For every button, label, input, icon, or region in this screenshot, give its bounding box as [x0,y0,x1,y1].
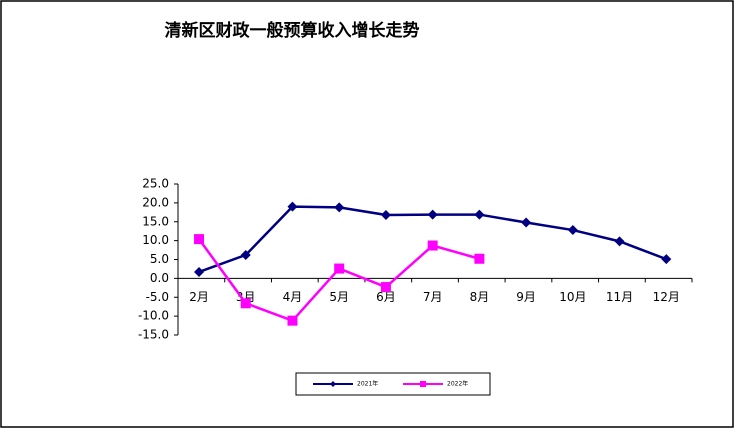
x-tick-label: 6月 [376,290,396,304]
x-tick-label: 4月 [283,290,303,304]
marker [380,282,391,293]
y-tick-label: 15.0 [142,214,169,228]
marker [380,209,391,220]
marker [334,263,345,274]
legend-label: 2022年 [447,380,468,388]
y-tick-label: 5.0 [150,252,169,266]
x-tick-label: 7月 [423,290,443,304]
marker [240,249,251,260]
marker [334,202,345,213]
y-tick-label: 20.0 [142,195,169,209]
marker [287,201,298,212]
marker [567,225,578,236]
x-tick-label: 12月 [653,290,680,304]
marker [427,240,438,251]
x-tick-label: 9月 [516,290,536,304]
legend-marker [330,381,336,387]
marker [240,298,251,309]
chart-title: 清新区财政一般预算收入增长走势 [165,20,420,41]
y-tick-label: -5.0 [146,290,169,304]
marker [661,254,672,265]
x-tick-label: 10月 [559,290,586,304]
y-tick-label: 0.0 [150,271,169,285]
x-tick-label: 2月 [189,290,209,304]
marker [194,266,205,277]
marker [427,209,438,220]
y-tick-label: 10.0 [142,233,169,247]
x-tick-label: 8月 [470,290,490,304]
legend-label: 2021年 [357,380,378,388]
marker [474,209,485,220]
marker [194,234,205,245]
y-tick-label: 25.0 [142,177,169,191]
x-tick-label: 5月 [329,290,349,304]
legend-box [295,372,491,396]
marker [287,315,298,326]
marker [521,217,532,228]
y-tick-label: -10.0 [138,309,169,323]
x-tick-label: 11月 [606,290,633,304]
y-tick-label: -15.0 [138,328,169,342]
legend-marker [420,381,426,387]
marker [474,253,485,264]
marker [614,236,625,247]
